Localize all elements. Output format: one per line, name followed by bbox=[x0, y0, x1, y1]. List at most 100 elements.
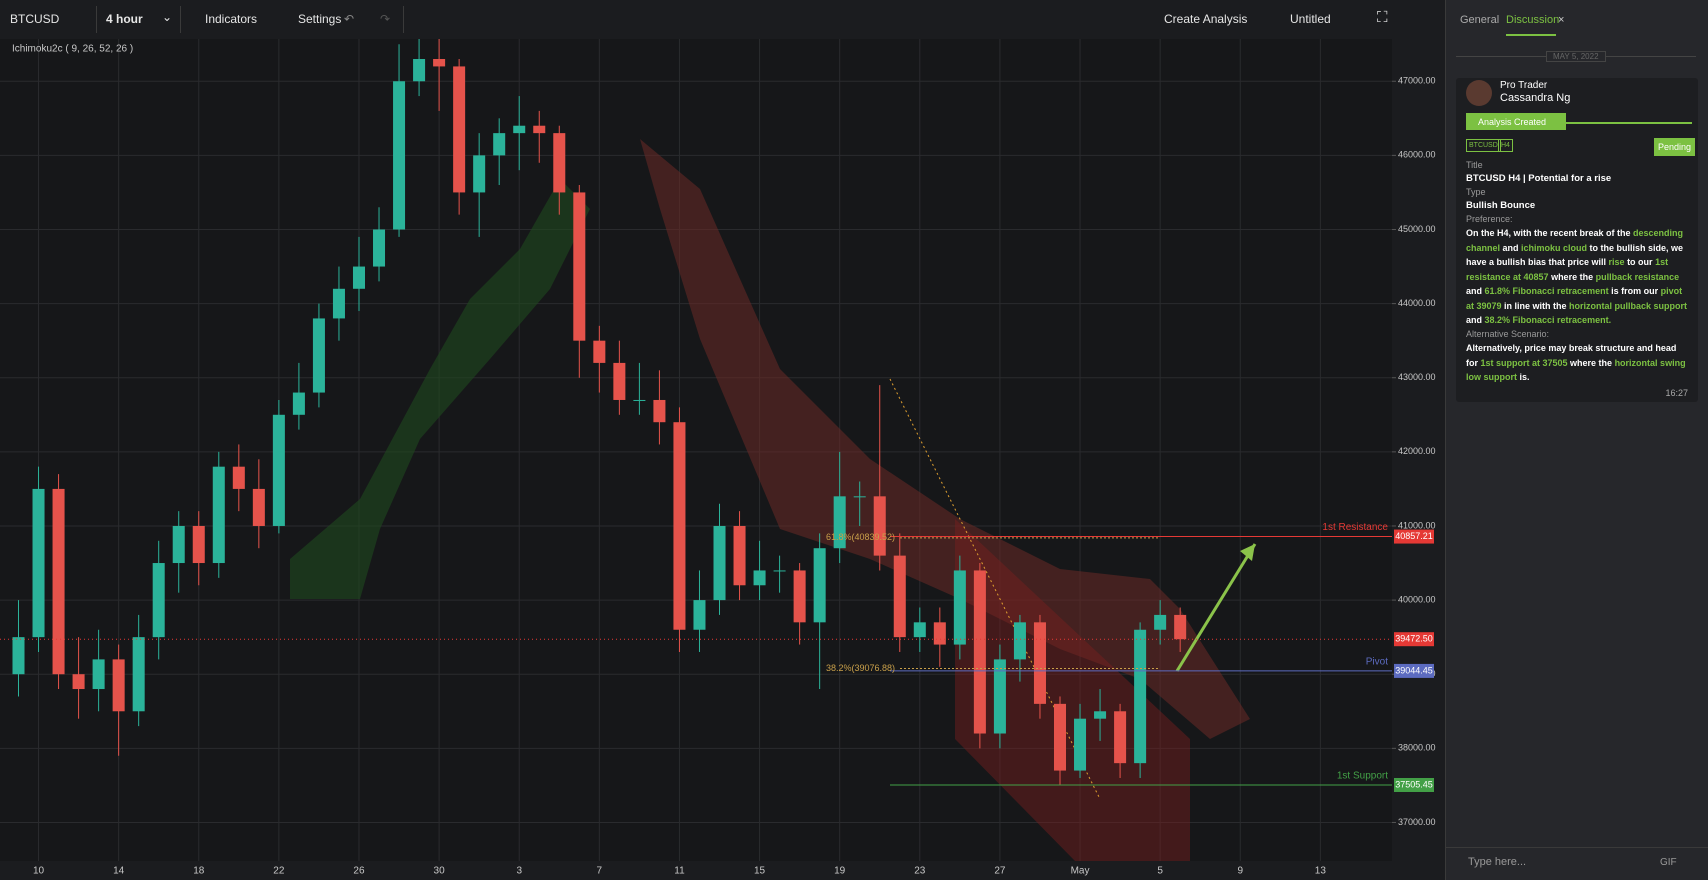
settings-button[interactable]: Settings bbox=[298, 12, 342, 26]
indicators-button[interactable]: Indicators bbox=[205, 12, 258, 26]
tab[interactable]: General bbox=[1460, 14, 1500, 26]
y-tick-label: 46000.00 bbox=[1398, 150, 1436, 160]
tab-active[interactable]: Discussion bbox=[1506, 14, 1560, 26]
candle-body bbox=[573, 192, 586, 341]
candle-body bbox=[32, 488, 45, 638]
create-analysis[interactable]: Create Analysis bbox=[1164, 12, 1248, 26]
highlight: descending channel bbox=[1466, 228, 1684, 253]
candle-body bbox=[653, 399, 666, 423]
x-tick-label: 10 bbox=[33, 866, 45, 877]
text: to the bullish side, we have a bullish b… bbox=[1466, 242, 1684, 268]
x-tick-label: 19 bbox=[834, 866, 846, 877]
redo[interactable]: ↷ bbox=[380, 12, 391, 26]
x-tick-label: 5 bbox=[1157, 866, 1163, 877]
tag: H4 bbox=[1498, 139, 1513, 152]
y-tick-label: 38000.00 bbox=[1398, 743, 1436, 753]
candle-body bbox=[493, 133, 506, 156]
x-tick-label: 11 bbox=[674, 866, 685, 877]
candle-body bbox=[1033, 622, 1046, 704]
y-tick-label: 41000.00 bbox=[1398, 520, 1436, 530]
label: Title bbox=[1466, 160, 1483, 170]
interval[interactable]: 4 hour bbox=[106, 12, 143, 26]
x-tick-label: 18 bbox=[193, 866, 205, 877]
price-tag-label: 37505.45 bbox=[1395, 779, 1433, 789]
candle-body bbox=[893, 555, 906, 638]
candle-body bbox=[112, 659, 125, 712]
y-tick-label: 42000.00 bbox=[1398, 446, 1436, 456]
text: is from our bbox=[1608, 286, 1661, 296]
candle-body bbox=[513, 125, 526, 134]
symbol[interactable]: BTCUSD bbox=[10, 12, 60, 26]
candle-body bbox=[693, 600, 706, 630]
y-tick-label: 40000.00 bbox=[1398, 594, 1436, 604]
candle-body bbox=[192, 525, 205, 564]
label: Type bbox=[1466, 187, 1486, 197]
candle-body bbox=[352, 266, 365, 289]
gif-button[interactable]: GIF bbox=[1660, 857, 1677, 868]
candle-body bbox=[252, 488, 265, 526]
fib-label: 61.8%(40839.52) bbox=[826, 532, 895, 542]
separator bbox=[96, 6, 97, 33]
message-input[interactable]: Type here... bbox=[1468, 856, 1527, 868]
text: On the H4, with the recent break of the bbox=[1466, 228, 1634, 238]
candle-body bbox=[52, 488, 65, 675]
highlight: horizontal swing low support bbox=[1466, 357, 1686, 383]
candle-body bbox=[1013, 622, 1026, 660]
y-tick-label: 43000.00 bbox=[1398, 372, 1436, 382]
text: in line with the bbox=[1501, 300, 1570, 311]
candle-body bbox=[433, 59, 446, 67]
role: Pro Trader bbox=[1500, 80, 1548, 91]
x-tick-label: 13 bbox=[1315, 866, 1327, 877]
y-axis-area bbox=[1392, 39, 1445, 880]
text: where the bbox=[1548, 271, 1596, 282]
status[interactable]: Pending bbox=[1654, 138, 1696, 156]
label: Preference: bbox=[1466, 214, 1513, 224]
highlight: ichimoku cloud bbox=[1521, 242, 1588, 253]
candle-body bbox=[413, 59, 426, 82]
analysis-title: BTCUSD H4 | Potential for a rise bbox=[1466, 173, 1612, 184]
candle-body bbox=[633, 399, 646, 401]
event: Analysis Created bbox=[1478, 117, 1547, 127]
highlight: horizontal pullback support bbox=[1569, 300, 1688, 311]
highlight: pivot at 39079 bbox=[1466, 286, 1683, 311]
text: is. bbox=[1517, 372, 1530, 382]
arrow-head bbox=[1240, 544, 1255, 561]
preference: On the H4, with the recent break of the … bbox=[1466, 226, 1688, 328]
price-tag bbox=[1394, 777, 1434, 792]
text: and bbox=[1466, 315, 1485, 325]
candle-body bbox=[533, 125, 546, 134]
fullscreen[interactable]: ⛶ bbox=[1377, 9, 1388, 26]
candle-body bbox=[593, 340, 606, 363]
candle-body bbox=[913, 622, 926, 638]
y-tick-label: 47000.00 bbox=[1398, 76, 1436, 86]
highlight: pullback resistance bbox=[1595, 271, 1680, 282]
undo[interactable]: ↶ bbox=[344, 12, 355, 26]
layout-name[interactable]: Untitled bbox=[1290, 12, 1331, 26]
x-tick-label: May bbox=[1071, 866, 1090, 877]
ichimoku-cloud bbox=[290, 179, 590, 599]
candle-body bbox=[212, 466, 225, 564]
candle-body bbox=[393, 81, 406, 230]
x-tick-label: 30 bbox=[434, 866, 446, 877]
text: and bbox=[1466, 286, 1485, 296]
author: Cassandra Ng bbox=[1500, 92, 1571, 104]
toolbar: BTCUSD 4 hour ⌄ Indicators Settings ↶ ↷ … bbox=[0, 0, 1445, 40]
candle-body bbox=[1094, 711, 1107, 719]
candle-body bbox=[1174, 614, 1187, 640]
candle-body bbox=[332, 288, 345, 319]
divider bbox=[1446, 847, 1708, 848]
candle-body bbox=[312, 318, 325, 393]
price-tag bbox=[1394, 663, 1434, 678]
candle-body bbox=[72, 674, 85, 690]
close-tab[interactable]: × bbox=[1558, 14, 1565, 26]
candle-body bbox=[453, 66, 466, 193]
dropdown-icon[interactable]: ⌄ bbox=[162, 10, 173, 24]
date: MAY 5, 2022 bbox=[1546, 51, 1606, 62]
separator bbox=[403, 6, 404, 33]
tag: BTCUSD bbox=[1466, 139, 1501, 152]
candle-body bbox=[152, 563, 165, 638]
analysis-type: Bullish Bounce bbox=[1466, 200, 1536, 211]
candle-body bbox=[953, 570, 966, 645]
highlight: 1st support at 37505 bbox=[1480, 357, 1568, 368]
candle-body bbox=[873, 496, 886, 556]
